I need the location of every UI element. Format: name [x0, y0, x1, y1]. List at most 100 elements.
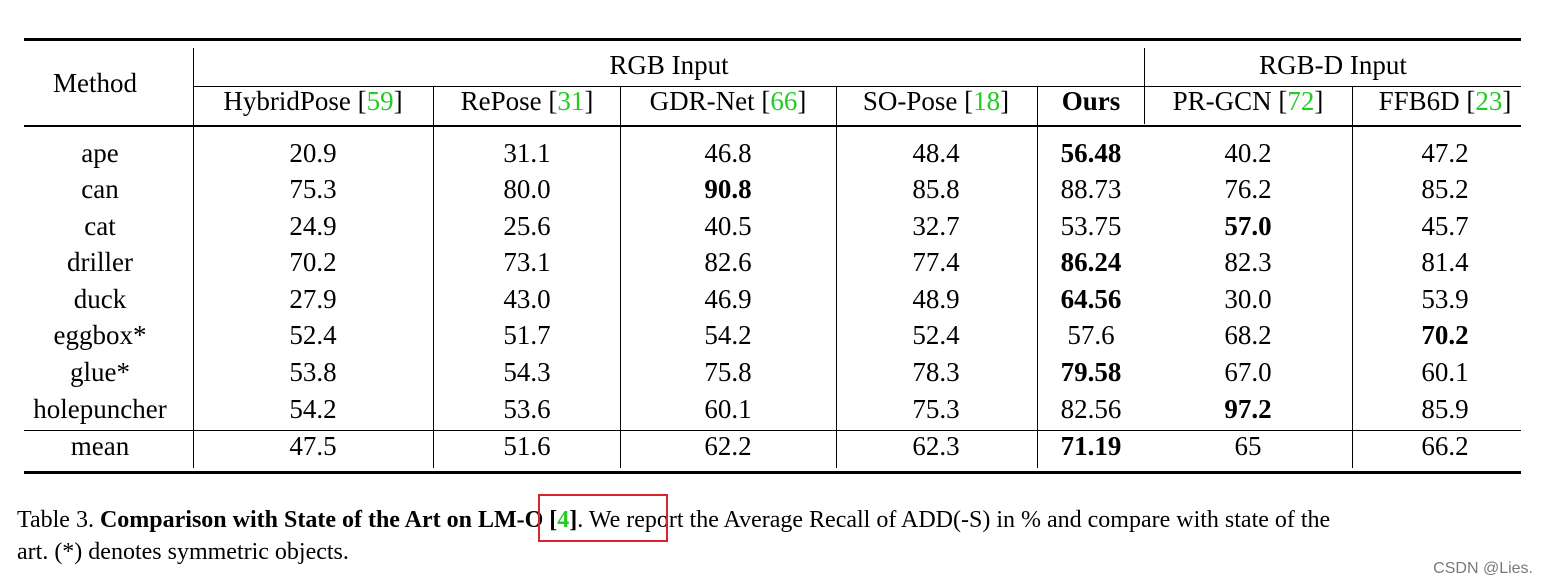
- value-cell: 75.8: [704, 357, 752, 387]
- value-cell: 80.0: [503, 174, 551, 204]
- citation-link[interactable]: 31: [557, 86, 585, 116]
- column-divider: [1352, 86, 1353, 468]
- value-cell: 45.7: [1421, 211, 1469, 241]
- column-header: FFB6D [23]: [1378, 86, 1512, 116]
- mean-value-cell: 62.3: [912, 431, 960, 461]
- value-cell: 52.4: [912, 320, 960, 350]
- value-cell: 57.6: [1067, 320, 1115, 350]
- value-cell: 25.6: [503, 211, 551, 241]
- column-divider: [1037, 86, 1038, 468]
- value-cell: 88.73: [1060, 174, 1122, 204]
- group-divider: [1144, 48, 1145, 124]
- method-cell: glue*: [70, 357, 130, 387]
- value-cell: 57.0: [1224, 211, 1272, 241]
- value-cell: 31.1: [503, 138, 551, 168]
- mean-value-cell: 71.19: [1060, 431, 1122, 461]
- value-cell: 48.4: [912, 138, 960, 168]
- value-cell: 86.24: [1060, 247, 1122, 277]
- value-cell: 53.8: [289, 357, 337, 387]
- citation-link[interactable]: 23: [1475, 86, 1503, 116]
- citation-link[interactable]: 59: [366, 86, 394, 116]
- value-cell: 70.2: [1421, 320, 1469, 350]
- value-cell: 90.8: [704, 174, 752, 204]
- value-cell: 75.3: [289, 174, 337, 204]
- value-cell: 43.0: [503, 284, 551, 314]
- value-cell: 20.9: [289, 138, 337, 168]
- method-cell: can: [81, 174, 119, 204]
- citation-link[interactable]: 66: [770, 86, 798, 116]
- value-cell: 77.4: [912, 247, 960, 277]
- rgbd-input-header: RGB-D Input: [1259, 50, 1407, 80]
- method-cell: eggbox*: [53, 320, 147, 350]
- column-header-name: GDR-Net: [649, 86, 755, 116]
- value-cell: 85.2: [1421, 174, 1469, 204]
- value-cell: 75.3: [912, 394, 960, 424]
- value-cell: 52.4: [289, 320, 337, 350]
- method-cell: cat: [84, 211, 116, 241]
- citation-link[interactable]: 72: [1287, 86, 1315, 116]
- value-cell: 32.7: [912, 211, 960, 241]
- value-cell: 54.2: [289, 394, 337, 424]
- method-cell: duck: [73, 284, 127, 314]
- column-header: HybridPose [59]: [223, 86, 403, 116]
- value-cell: 51.7: [503, 320, 551, 350]
- mean-value-cell: 66.2: [1421, 431, 1469, 461]
- value-cell: 46.9: [704, 284, 752, 314]
- value-cell: 53.9: [1421, 284, 1469, 314]
- mean-value-cell: 62.2: [704, 431, 752, 461]
- caption-title: Comparison with State of the Art on: [99, 507, 478, 533]
- value-cell: 85.8: [912, 174, 960, 204]
- caption-dataset-cite[interactable]: 4: [557, 507, 570, 533]
- value-cell: 56.48: [1060, 138, 1122, 168]
- method-cell: driller: [67, 247, 133, 277]
- column-header: PR-GCN [72]: [1172, 86, 1324, 116]
- method-cell: holepuncher: [33, 394, 167, 424]
- method-cell: ape: [81, 138, 119, 168]
- value-cell: 76.2: [1224, 174, 1272, 204]
- highlight-box: [538, 494, 668, 542]
- rgb-group-rule: [193, 86, 1144, 87]
- value-cell: 73.1: [503, 247, 551, 277]
- value-cell: 30.0: [1224, 284, 1272, 314]
- column-divider: [620, 86, 621, 468]
- column-header-name: SO-Pose: [862, 86, 958, 116]
- value-cell: 67.0: [1224, 357, 1272, 387]
- table-top-rule: [24, 38, 1521, 41]
- value-cell: 60.1: [704, 394, 752, 424]
- column-header-name: FFB6D: [1378, 86, 1460, 116]
- mean-value-cell: 51.6: [503, 431, 551, 461]
- table-bottom-rule: [24, 471, 1521, 474]
- rgbd-group-rule: [1144, 86, 1521, 87]
- column-header: GDR-Net [66]: [649, 86, 807, 116]
- value-cell: 47.2: [1421, 138, 1469, 168]
- value-cell: 64.56: [1060, 284, 1122, 314]
- caption-description: . We report the Average Recall of ADD(-S…: [577, 507, 1331, 533]
- column-header-name: PR-GCN: [1172, 86, 1272, 116]
- table-caption: Table 3. Comparison with State of the Ar…: [17, 504, 1330, 536]
- citation-link[interactable]: 18: [973, 86, 1001, 116]
- value-cell: 78.3: [912, 357, 960, 387]
- value-cell: 79.58: [1060, 357, 1122, 387]
- column-header: Ours: [1062, 86, 1121, 116]
- value-cell: 81.4: [1421, 247, 1469, 277]
- value-cell: 27.9: [289, 284, 337, 314]
- value-cell: 40.2: [1224, 138, 1272, 168]
- column-divider: [433, 86, 434, 468]
- value-cell: 54.3: [503, 357, 551, 387]
- column-header: RePose [31]: [460, 86, 594, 116]
- column-divider: [836, 86, 837, 468]
- value-cell: 53.6: [503, 394, 551, 424]
- value-cell: 60.1: [1421, 357, 1469, 387]
- mean-label: mean: [70, 431, 130, 461]
- caption-line-2: art. (*) denotes symmetric objects.: [17, 539, 349, 565]
- value-cell: 82.6: [704, 247, 752, 277]
- watermark: CSDN @Lies.: [1433, 560, 1533, 577]
- value-cell: 53.75: [1060, 211, 1122, 241]
- header-bottom-rule: [24, 125, 1521, 127]
- column-header: SO-Pose [18]: [862, 86, 1010, 116]
- value-cell: 97.2: [1224, 394, 1272, 424]
- value-cell: 54.2: [704, 320, 752, 350]
- value-cell: 40.5: [704, 211, 752, 241]
- value-cell: 24.9: [289, 211, 337, 241]
- value-cell: 85.9: [1421, 394, 1469, 424]
